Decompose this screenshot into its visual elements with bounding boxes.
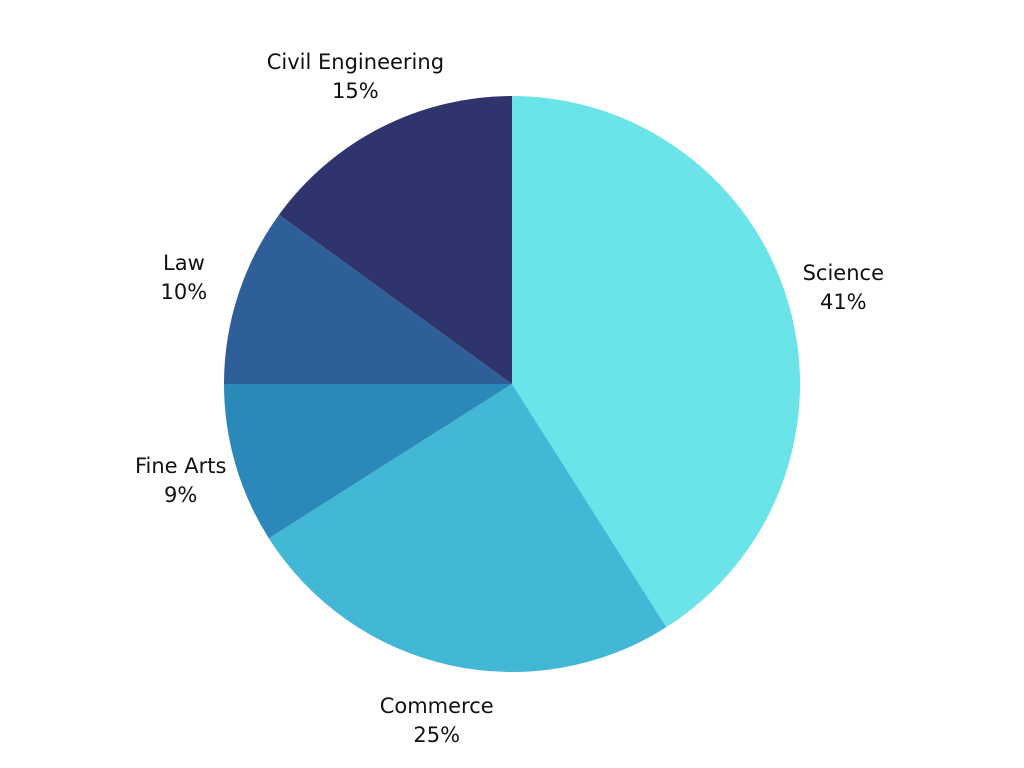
pie-label-value: 10% [161,280,208,304]
pie-labels: Science 41% Commerce 25% Fine Arts 9% Law 10% Ci… [135,50,884,747]
pie-label-civil-engineering: Civil Engineering 15% [267,50,444,103]
pie-label-name: Fine Arts [135,454,226,478]
pie-label-name: Civil Engineering [267,50,444,74]
pie-label-name: Law [163,251,205,275]
pie-label-value: 15% [332,79,379,103]
pie-slice-science [512,96,801,628]
pie-label-name: Commerce [380,694,494,718]
pie-label-fine-arts: Fine Arts 9% [135,454,226,507]
pie-label-name: Science [803,261,884,285]
pie-label-law: Law 10% [161,251,208,304]
pie-label-value: 25% [413,723,460,747]
pie-label-value: 41% [820,290,867,314]
pie-label-commerce: Commerce 25% [380,694,494,747]
pie-slice-fine-arts [224,384,512,539]
pie-slice-commerce [268,384,667,673]
pie-label-science: Science 41% [803,261,884,314]
pie-slices [224,96,801,673]
pie-label-value: 9% [164,483,197,507]
pie-slice-civil-engineering [279,96,512,384]
pie-slice-law [224,214,512,384]
